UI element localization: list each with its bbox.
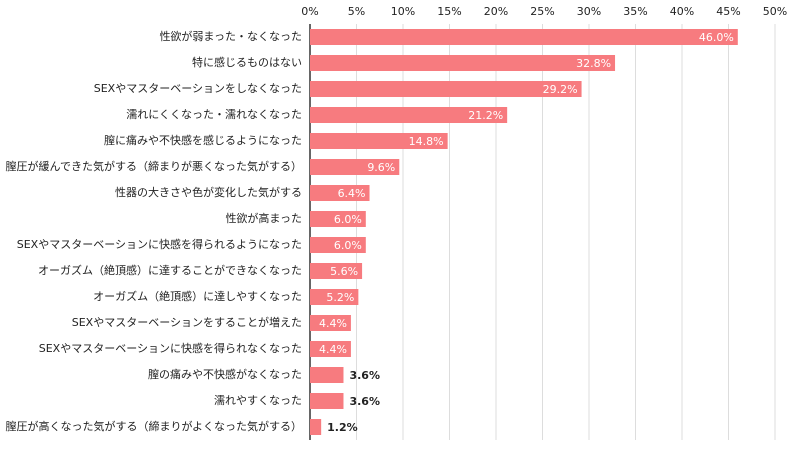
value-label: 5.6% <box>330 265 358 278</box>
value-label: 5.2% <box>326 291 354 304</box>
bar <box>310 159 400 175</box>
bar <box>310 107 508 123</box>
bar <box>310 393 344 409</box>
bar <box>310 185 370 201</box>
x-tick-label: 0% <box>301 5 318 18</box>
y-tick-label: 膣の痛みや不快感がなくなった <box>148 367 302 381</box>
y-tick-label: SEXやマスターベーションに快感を得られるようになった <box>17 238 302 251</box>
value-label: 4.4% <box>319 317 347 330</box>
value-label: 4.4% <box>319 343 347 356</box>
y-tick-label: 性欲が弱まった・なくなった <box>159 29 302 43</box>
y-tick-label: 濡れやすくなった <box>214 394 302 407</box>
bar <box>310 263 363 279</box>
bar <box>310 315 351 331</box>
x-tick-label: 35% <box>623 5 647 18</box>
bar <box>310 211 366 227</box>
bar <box>310 29 738 45</box>
bar <box>310 341 351 357</box>
x-tick-label: 45% <box>716 5 740 18</box>
bar <box>310 237 366 253</box>
bar <box>310 419 322 435</box>
value-label: 6.4% <box>338 187 366 200</box>
value-label: 29.2% <box>543 83 578 96</box>
value-label: 3.6% <box>349 369 380 382</box>
x-tick-label: 50% <box>763 5 787 18</box>
value-label: 46.0% <box>699 31 734 44</box>
y-tick-label: 膣圧が緩んできた気がする（締まりが悪くなった気がする） <box>6 159 302 173</box>
x-tick-label: 10% <box>391 5 415 18</box>
value-label: 6.0% <box>334 239 362 252</box>
y-tick-label: 濡れにくくなった・濡れなくなった <box>126 108 302 121</box>
y-tick-label: 性欲が高まった <box>225 211 302 225</box>
value-label: 6.0% <box>334 213 362 226</box>
x-tick-label: 5% <box>348 5 365 18</box>
y-tick-label: 性器の大きさや色が変化した気がする <box>115 185 302 199</box>
value-label: 3.6% <box>349 395 380 408</box>
y-tick-label: 特に感じるものはない <box>192 55 302 69</box>
x-tick-label: 40% <box>670 5 694 18</box>
value-label: 21.2% <box>468 109 503 122</box>
y-tick-label: 膣に痛みや不快感を感じるようになった <box>104 133 302 147</box>
x-tick-label: 30% <box>577 5 601 18</box>
y-tick-label: オーガズム（絶頂感）に達することができなくなった <box>38 263 302 277</box>
x-tick-label: 15% <box>437 5 461 18</box>
bar <box>310 55 616 71</box>
value-label: 1.2% <box>327 421 358 434</box>
y-tick-label: 膣圧が高くなった気がする（締まりがよくなった気がする） <box>6 419 302 433</box>
x-tick-label: 25% <box>530 5 554 18</box>
y-tick-label: SEXやマスターベーションに快感を得られなくなった <box>39 342 302 355</box>
x-tick-label: 20% <box>484 5 508 18</box>
value-label: 9.6% <box>367 161 395 174</box>
value-label: 32.8% <box>576 57 611 70</box>
bar <box>310 289 359 305</box>
bar <box>310 133 448 149</box>
bar <box>310 367 344 383</box>
y-tick-label: SEXやマスターベーションをすることが増えた <box>72 315 302 329</box>
bar <box>310 81 582 97</box>
y-tick-label: オーガズム（絶頂感）に達しやすくなった <box>93 289 302 303</box>
value-label: 14.8% <box>409 135 444 148</box>
y-tick-label: SEXやマスターベーションをしなくなった <box>94 82 302 95</box>
